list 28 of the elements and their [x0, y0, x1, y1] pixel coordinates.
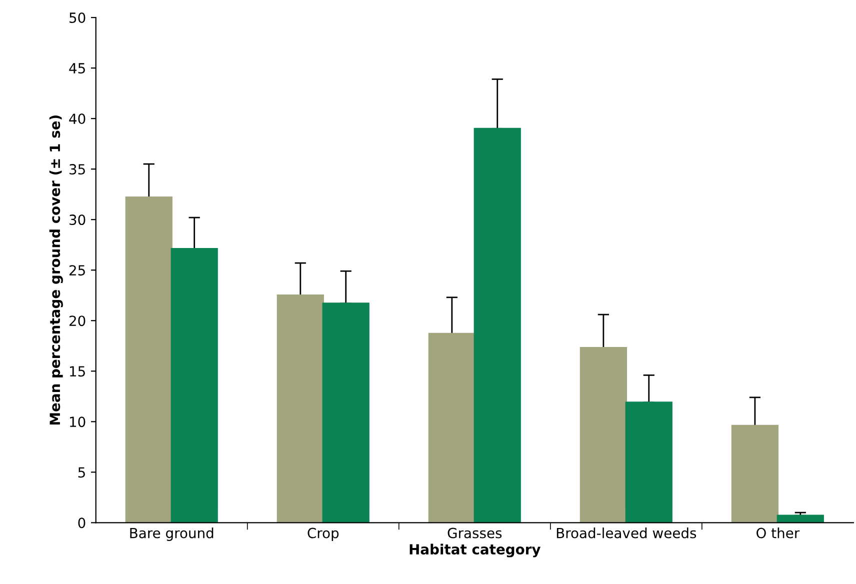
y-axis-title: Mean percentage ground cover (± 1 se): [49, 116, 63, 425]
y-tick-label: 30: [70, 214, 86, 226]
bar: [474, 128, 521, 523]
bar: [625, 402, 672, 523]
bar: [170, 248, 218, 523]
bar: [322, 302, 370, 523]
y-tick-label: 35: [70, 164, 85, 175]
y-tick-label: 20: [69, 316, 86, 326]
bar: [580, 347, 627, 523]
bar: [428, 332, 476, 523]
y-tick-label: 50: [70, 12, 86, 23]
y-tick-label: 45: [69, 63, 85, 74]
y-tick-label: 0: [78, 518, 86, 528]
bar: [125, 196, 172, 523]
bar: [776, 514, 824, 523]
y-tick-label: 15: [70, 366, 85, 377]
y-tick-label: 40: [69, 114, 86, 124]
y-tick-label: 5: [78, 467, 85, 478]
x-tick-label: Grasses: [448, 528, 502, 538]
bar: [731, 424, 779, 523]
y-tick-label: 10: [70, 416, 86, 428]
bar: [276, 294, 324, 523]
x-tick-label: Bare ground: [130, 528, 214, 541]
x-tick-label: Crop: [308, 528, 339, 541]
x-tick-label: Broad-leaved weeds: [556, 528, 696, 538]
x-axis-title: Habitat category: [410, 544, 541, 558]
x-tick-label: O ther: [756, 528, 800, 538]
y-tick-label: 25: [69, 265, 85, 276]
